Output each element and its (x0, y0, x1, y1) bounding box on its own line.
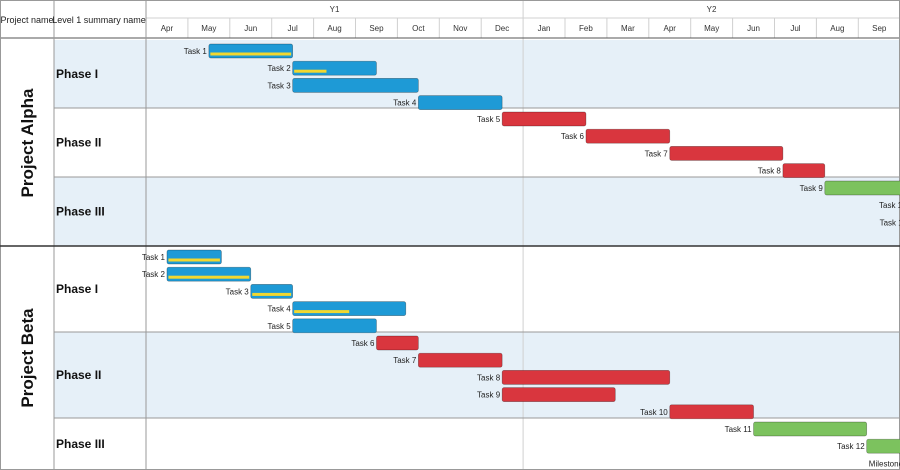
task-progress (210, 52, 292, 56)
task-label: Task 3 (268, 81, 292, 90)
month-label: Apr (161, 24, 174, 33)
month-label: May (201, 24, 216, 33)
task-bar (418, 95, 503, 110)
task-label: Task 4 (393, 99, 417, 108)
task-label: Task 9 (800, 184, 824, 193)
task-bar (292, 60, 377, 76)
task-label: Task 6 (561, 132, 585, 141)
month-label: Oct (412, 24, 425, 33)
phase-label: Phase II (56, 136, 101, 150)
year-label: Y2 (707, 5, 717, 14)
month-label: Aug (327, 24, 341, 33)
task-progress (168, 258, 220, 262)
task-bar (753, 421, 868, 437)
month-label: Apr (664, 24, 677, 33)
task-label: Task 10 (640, 408, 668, 417)
month-label: Jun (244, 24, 257, 33)
task-label: Task 1 (142, 253, 166, 262)
task-label: Task 11 (725, 425, 753, 434)
task-label: Task 7 (393, 356, 417, 365)
task-bar (166, 249, 222, 265)
task-bar (824, 180, 900, 196)
task-bar (292, 78, 419, 93)
task-bar (250, 284, 294, 299)
task-progress (168, 275, 250, 279)
task-label: Task 2 (268, 64, 292, 73)
task-label: Task 4 (268, 305, 292, 314)
phase-label: Phase I (56, 282, 98, 296)
month-label: Sep (369, 24, 384, 33)
phase-band (54, 332, 900, 418)
task-bar (501, 111, 587, 127)
task-bar (669, 404, 754, 420)
task-bar (166, 266, 252, 282)
task-bar (866, 438, 900, 454)
task-bar (376, 335, 419, 351)
header-project-name: Project name (0, 15, 53, 25)
task-progress (252, 292, 292, 296)
task-label: Task 9 (477, 391, 501, 400)
month-label: Jan (538, 24, 551, 33)
task-bar (292, 301, 407, 316)
month-label: May (704, 24, 719, 33)
task-label: Task 11 (880, 218, 900, 227)
month-label: Jul (288, 24, 298, 33)
task-bar (418, 352, 503, 368)
project-label: Project Alpha (18, 88, 37, 197)
month-label: Jun (747, 24, 760, 33)
year-label: Y1 (330, 5, 340, 14)
task-label: Task 12 (837, 442, 865, 451)
phase-label: Phase III (56, 437, 105, 451)
month-label: Aug (830, 24, 844, 33)
phase-band (54, 177, 900, 246)
task-progress (294, 69, 327, 73)
phase-label: Phase II (56, 368, 101, 382)
task-bar (501, 387, 616, 402)
task-progress (294, 310, 350, 314)
month-label: Sep (872, 24, 887, 33)
month-label: Feb (579, 24, 593, 33)
header-summary-name: Level 1 summary name (52, 15, 146, 25)
phase-label: Phase I (56, 67, 98, 81)
task-label: Task 8 (758, 167, 782, 176)
month-label: Mar (621, 24, 635, 33)
month-label: Jul (790, 24, 800, 33)
task-bar (585, 128, 671, 144)
month-label: Dec (495, 24, 509, 33)
phase-label: Phase III (56, 205, 105, 219)
task-bar (782, 163, 826, 178)
task-label: Task 5 (477, 115, 501, 124)
task-label: Milestone 13 (869, 459, 900, 468)
task-bar (669, 146, 784, 161)
task-label: Task 1 (184, 47, 208, 56)
task-label: Task 8 (477, 373, 501, 382)
task-label: Task 5 (268, 322, 292, 331)
task-bar (501, 370, 671, 385)
task-label: Task 7 (645, 149, 669, 158)
task-label: Task 10 (879, 201, 900, 210)
task-label: Task 2 (142, 270, 166, 279)
task-label: Task 3 (226, 287, 250, 296)
task-bar (292, 318, 377, 334)
task-label: Task 6 (351, 339, 375, 348)
project-label: Project Beta (18, 308, 37, 408)
task-bar (208, 43, 294, 59)
month-label: Nov (453, 24, 467, 33)
